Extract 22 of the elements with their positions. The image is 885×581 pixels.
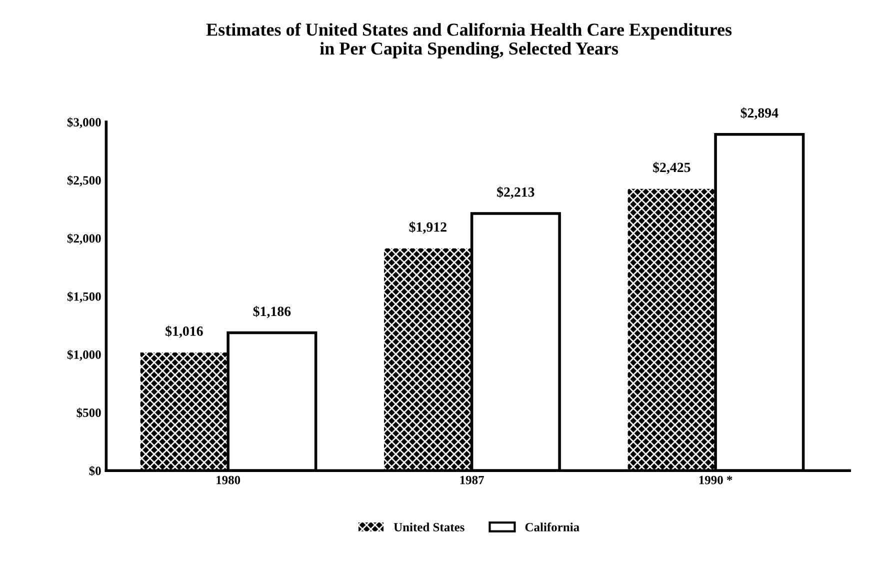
data-label: $2,213	[497, 186, 534, 199]
bar	[384, 248, 472, 471]
legend-label: United States	[394, 522, 464, 532]
data-label: $1,186	[253, 306, 291, 318]
data-label: $1,016	[166, 326, 203, 338]
y-tick-label: $2,000	[67, 233, 101, 244]
data-label: $2,894	[740, 107, 778, 120]
chart-title: Estimates of United States and California Health Care Expenditures in Per Capita Spending, Selected Years	[206, 22, 732, 58]
legend-label: California	[525, 522, 580, 532]
y-tick-label: $1,000	[67, 350, 101, 361]
y-tick-label: $0	[89, 466, 101, 476]
x-tick-label: 1987	[460, 476, 484, 484]
x-tick-label: 1990 *	[699, 476, 732, 484]
y-tick-label: $500	[76, 408, 101, 418]
data-label: $1,912	[409, 222, 446, 234]
y-tick-label: $1,500	[67, 292, 101, 303]
data-label: $2,425	[653, 162, 690, 174]
x-tick-label: 1980	[216, 476, 240, 484]
bar	[628, 188, 716, 471]
y-tick-label: $2,500	[67, 175, 101, 186]
y-tick-label: $3,000	[67, 117, 101, 128]
bar	[140, 352, 228, 471]
